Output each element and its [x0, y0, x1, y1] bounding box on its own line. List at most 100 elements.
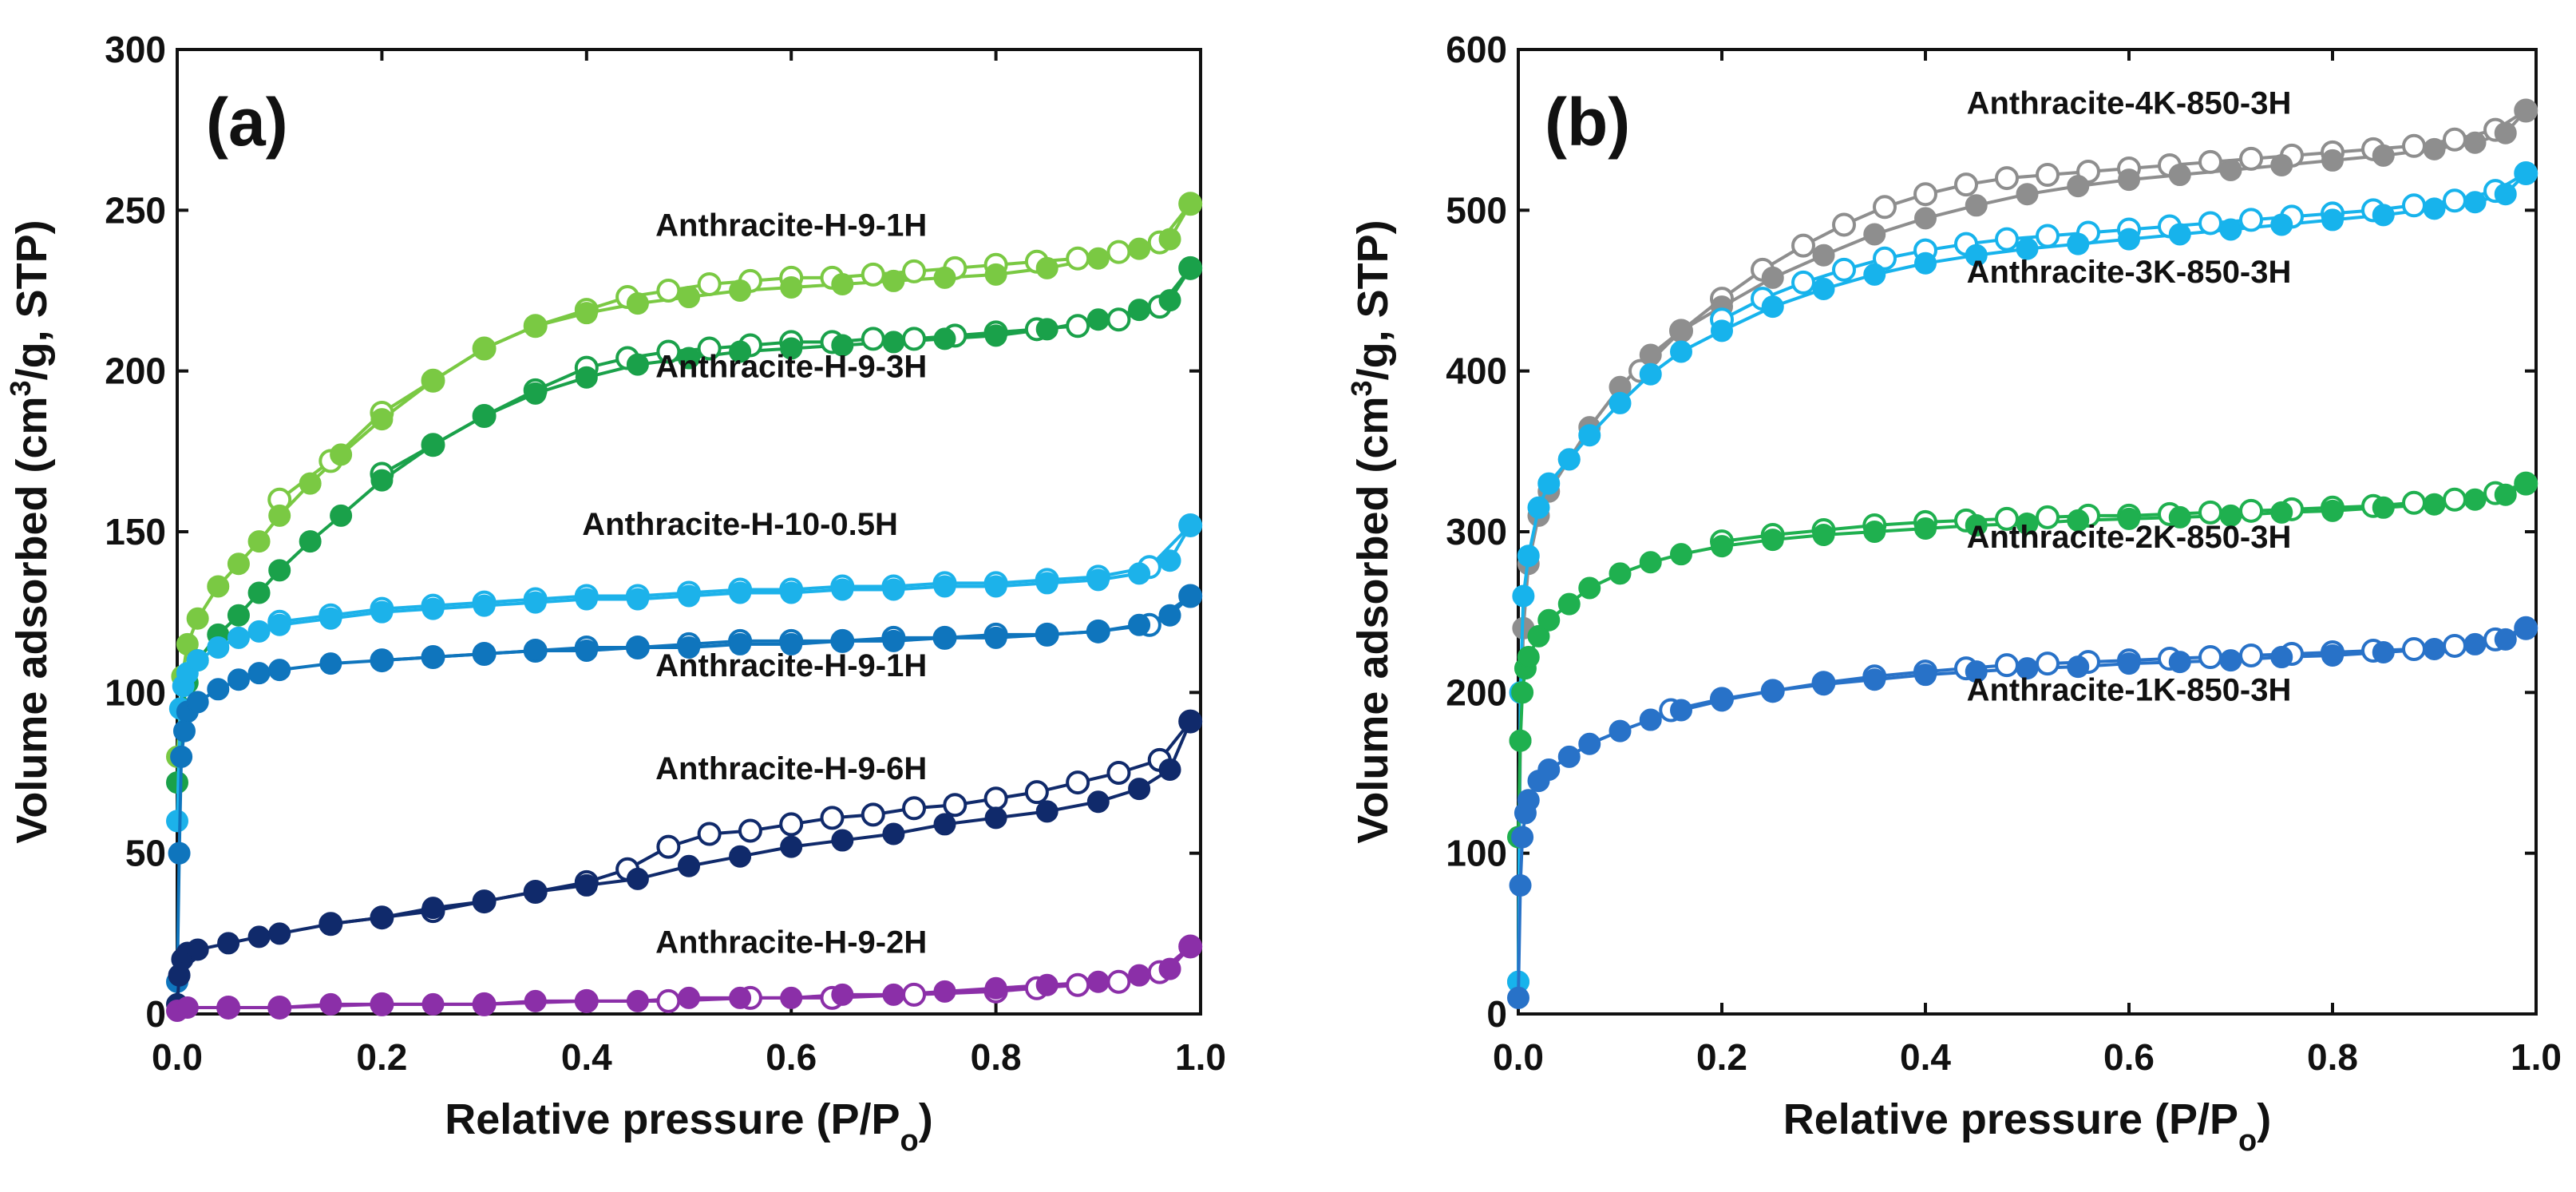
adsorption-point: [2463, 131, 2487, 154]
adsorption-point: [370, 906, 394, 929]
adsorption-point: [1035, 318, 1058, 341]
y-axis-label-end: /g, STP): [1349, 220, 1397, 380]
adsorption-point: [933, 575, 956, 598]
adsorption-point: [1812, 524, 1835, 547]
desorption-point: [2036, 163, 2060, 188]
adsorption-point: [2423, 493, 2446, 516]
series-1: Anthracite-3K-850-3H: [1507, 161, 2538, 993]
desorption-point: [2239, 498, 2263, 523]
adsorption-point: [2067, 175, 2090, 198]
adsorption-point: [421, 897, 445, 920]
desorption-point: [2443, 188, 2467, 213]
desorption-point: [2443, 633, 2467, 658]
adsorption-point: [1761, 679, 1784, 703]
adsorption-point: [268, 659, 291, 682]
adsorption-point: [176, 632, 199, 655]
adsorption-point: [1179, 513, 1202, 537]
adsorption-point: [172, 719, 196, 743]
y-tick-label: 250: [105, 189, 166, 231]
desorption-point: [2036, 505, 2060, 529]
adsorption-point: [2423, 197, 2446, 220]
x-axis-label-subscript: o: [900, 1124, 919, 1158]
adsorption-point: [473, 643, 496, 666]
desorption-point: [902, 259, 927, 283]
adsorption-point: [2067, 232, 2090, 255]
y-axis-label: Volume adsorbed (cm3/g, STP): [4, 220, 57, 843]
adsorption-point: [2321, 499, 2344, 522]
desorption-point: [2402, 490, 2426, 515]
desorption-point: [861, 802, 885, 827]
adsorption-point: [882, 629, 905, 652]
desorption-point: [902, 982, 927, 1007]
adsorption-point: [1128, 299, 1151, 322]
adsorption-point: [1761, 295, 1784, 319]
adsorption-point: [1670, 319, 1692, 343]
adsorption-point: [319, 913, 342, 936]
panel-a: 0.0 0.2 0.4 0.6 0.8 1.0 0 50 100 150 200 250 300 Rela…: [4, 29, 1226, 1158]
adsorption-point: [729, 986, 752, 1009]
adsorption-point: [2118, 507, 2140, 530]
series-3: Anthracite-H-9-1H: [166, 584, 1203, 993]
adsorption-point: [421, 597, 445, 620]
series-2: Anthracite-2K-850-3H: [1507, 471, 2538, 849]
adsorption-point: [227, 604, 250, 627]
adsorption-point: [575, 873, 598, 897]
desorption-point: [1913, 182, 1937, 207]
x-tick-label: 1.0: [2511, 1036, 2562, 1078]
adsorption-point: [780, 337, 803, 360]
desorption-point: [1873, 246, 1897, 271]
y-axis-label: Volume adsorbed (cm3/g, STP): [1345, 220, 1398, 843]
adsorption-point: [984, 575, 1007, 598]
x-tick-label: 1.0: [1175, 1036, 1226, 1078]
adsorption-point: [268, 559, 291, 582]
adsorption-point: [882, 331, 905, 354]
panel-label: (b): [1545, 85, 1630, 160]
adsorption-point: [1158, 758, 1181, 781]
series-label: Anthracite-H-9-6H: [655, 751, 927, 786]
adsorption-point: [2423, 637, 2446, 660]
series-4: Anthracite-H-9-6H: [166, 709, 1203, 1016]
adsorption-point: [227, 626, 250, 649]
adsorption-point: [831, 829, 854, 852]
adsorption-point: [186, 691, 209, 714]
adsorption-point: [1965, 244, 1988, 267]
series-label: Anthracite-H-9-2H: [655, 925, 927, 960]
desorption-point: [1066, 314, 1090, 339]
adsorption-point: [1179, 256, 1202, 279]
adsorption-point: [1670, 543, 1692, 566]
adsorption-point: [1086, 568, 1110, 592]
x-axis-label: Relative pressure (P/Po): [445, 1095, 932, 1158]
adsorption-point: [207, 636, 230, 659]
desorption-point: [738, 818, 762, 843]
adsorption-point: [1812, 244, 1835, 267]
adsorption-point: [2118, 168, 2140, 192]
desorption-point: [1024, 780, 1049, 805]
adsorption-point: [1128, 778, 1151, 801]
adsorption-point: [1639, 551, 1662, 574]
y-axis-label-end: /g, STP): [8, 220, 56, 380]
adsorption-point: [1035, 572, 1058, 595]
adsorption-point: [1670, 340, 1692, 363]
adsorption-point: [1128, 964, 1151, 987]
adsorption-point: [1517, 545, 1540, 568]
desorption-point: [1995, 166, 2019, 191]
adsorption-point: [626, 353, 649, 376]
x-tick-label: 0.0: [152, 1036, 203, 1078]
x-tick-label: 0.6: [2103, 1036, 2155, 1078]
desorption-point: [1106, 761, 1131, 785]
adsorption-point: [1509, 873, 1532, 897]
adsorption-point: [1711, 319, 1733, 343]
adsorption-point: [217, 932, 240, 955]
adsorption-point: [2270, 213, 2293, 236]
x-axis-label-end: ): [919, 1095, 933, 1143]
adsorption-point: [2372, 144, 2395, 167]
adsorption-point: [678, 854, 700, 877]
adsorption-point: [984, 626, 1007, 649]
adsorption-point: [1128, 237, 1151, 260]
adsorption-point: [370, 992, 394, 1016]
adsorption-point: [473, 992, 496, 1016]
adsorption-point: [1527, 624, 1550, 647]
adsorption-point: [1511, 826, 1534, 849]
y-axis-label-superscript: 3: [1345, 380, 1378, 396]
desorption-point: [1995, 227, 2019, 251]
